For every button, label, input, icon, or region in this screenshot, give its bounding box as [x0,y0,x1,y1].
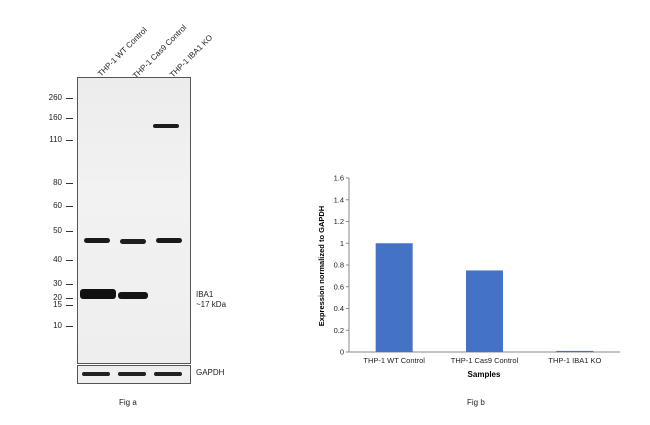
mw-marker: 10 [53,321,62,330]
band-gapdh-wt [82,372,110,376]
mw-marker: 260 [48,93,62,102]
y-axis-title: Expression normalized to GAPDH [317,206,326,326]
mw-marker: 80 [53,178,62,187]
figure-b-caption: Fig b [467,398,485,407]
mw-tick [66,98,73,99]
mw-marker: 50 [53,226,62,235]
gapdh-blot-image [77,365,191,384]
loading-control-label: GAPDH [196,368,225,377]
chart-bars [375,243,594,352]
y-tick-label: 1.4 [334,195,344,204]
mw-tick [66,326,73,327]
mw-tick [66,305,73,306]
band-gapdh-cas9 [118,372,146,376]
mw-marker: 110 [49,135,62,144]
band-iba1-wt [80,289,116,299]
mw-tick [66,298,73,299]
mw-marker: 40 [53,255,62,264]
target-size: ~17 kDa [196,300,227,309]
mw-tick [66,284,73,285]
band-iba1-cas9 [118,292,148,299]
y-tick-label: 1.2 [334,217,344,226]
mw-marker: 160 [48,113,62,122]
y-tick-label: 0.4 [334,304,344,313]
x-tick-label: THP-1 Cas9 Control [451,356,519,365]
mw-tick [66,118,73,119]
mw-tick [66,183,73,184]
target-name: IBA1 [196,290,214,299]
band-38kda-ko [156,238,182,243]
mw-tick [66,140,73,141]
mw-marker: 60 [53,201,62,210]
y-tick-label: 1.6 [334,174,344,183]
x-tick-labels: THP-1 WT Control THP-1 Cas9 Control THP-1 … [363,356,601,365]
target-label: IBA1 ~17 kDa [196,290,226,310]
y-tick-label: 0 [340,348,344,357]
band-38kda-wt [84,238,110,243]
bar [375,243,413,352]
y-tick-labels: 0 0.2 0.4 0.6 0.8 1 1.2 1.4 1.6 [334,174,344,357]
y-tick-label: 0.6 [334,282,344,291]
band-gapdh-ko [154,372,182,376]
mw-tick [66,231,73,232]
mw-marker: 15 [53,300,62,309]
mw-marker: 20 [53,293,62,302]
y-tick-label: 1 [340,239,344,248]
y-tick-label: 0.2 [334,326,344,335]
mw-tick [66,206,73,207]
bar [556,350,594,352]
bar [466,270,503,352]
y-tick-label: 0.8 [334,261,344,270]
mw-tick [66,260,73,261]
band-150kda-ko [153,124,179,128]
figure-a-caption: Fig a [119,398,137,407]
x-axis-title: Samples [468,370,501,379]
mw-marker: 30 [53,279,62,288]
x-tick-label: THP-1 WT Control [363,356,425,365]
x-tick-label: THP-1 IBA1 KO [548,356,601,365]
blot-image [77,77,191,364]
band-38kda-cas9 [120,239,146,244]
